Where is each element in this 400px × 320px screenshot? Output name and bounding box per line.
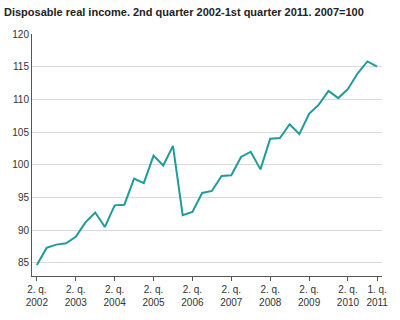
svg-text:2. q.2009: 2. q.2009 bbox=[298, 284, 321, 308]
svg-text:100: 100 bbox=[12, 159, 29, 170]
svg-text:120: 120 bbox=[12, 29, 29, 40]
svg-text:1. q.2011: 1. q.2011 bbox=[366, 284, 388, 308]
svg-text:2. q.2006: 2. q.2006 bbox=[181, 284, 204, 308]
svg-text:110: 110 bbox=[13, 94, 29, 105]
svg-text:2. q.2010: 2. q.2010 bbox=[337, 284, 360, 308]
svg-text:115: 115 bbox=[13, 61, 29, 72]
svg-text:2. q.2008: 2. q.2008 bbox=[259, 284, 282, 308]
svg-text:95: 95 bbox=[18, 192, 30, 203]
svg-text:2. q.2002: 2. q.2002 bbox=[26, 284, 49, 308]
svg-text:2. q.2007: 2. q.2007 bbox=[220, 284, 243, 308]
svg-text:Disposable real income. 2nd qu: Disposable real income. 2nd quarter 2002… bbox=[4, 6, 364, 18]
svg-text:85: 85 bbox=[18, 257, 30, 268]
svg-text:2. q.2005: 2. q.2005 bbox=[142, 284, 165, 308]
svg-text:90: 90 bbox=[18, 225, 30, 236]
svg-text:105: 105 bbox=[12, 127, 29, 138]
svg-text:2. q.2003: 2. q.2003 bbox=[65, 284, 88, 308]
svg-text:2. q.2004: 2. q.2004 bbox=[104, 284, 127, 308]
